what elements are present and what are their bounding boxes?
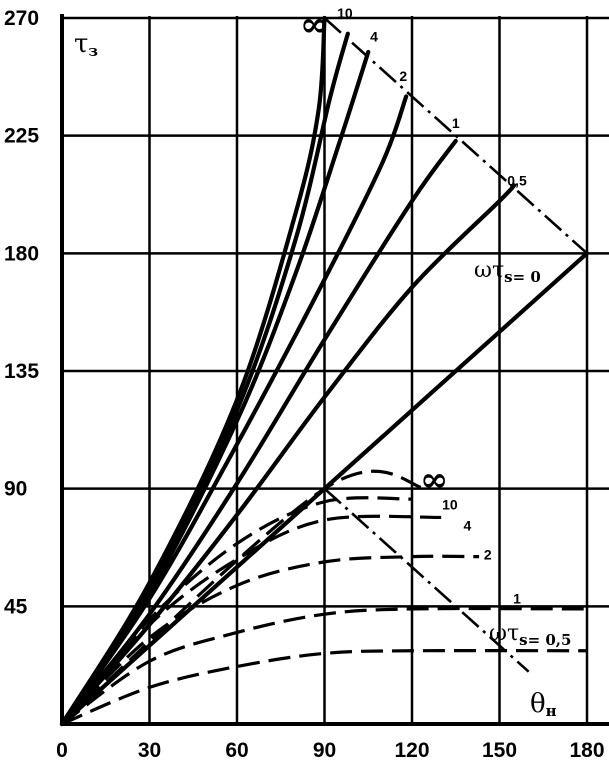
- series-line: [59, 138, 458, 727]
- series-label: 1: [513, 591, 521, 607]
- series-label: 4: [464, 518, 472, 534]
- y-tick-label: 45: [4, 595, 28, 618]
- series-label: 10: [337, 5, 353, 21]
- series-label: 0,5: [507, 172, 527, 188]
- y-tick-label: 180: [4, 242, 39, 265]
- series-label: 4: [370, 29, 378, 45]
- series-label: 1: [452, 115, 460, 131]
- series-line: [59, 49, 371, 727]
- series-label: 10: [442, 497, 458, 513]
- series-line: [60, 496, 413, 726]
- series-line: [59, 15, 327, 727]
- tick-labels: 0 30 60 90 120 150 180 45 90 135 180 225 270: [4, 7, 605, 762]
- y-tick-label: 225: [4, 125, 39, 148]
- y-tick-label: 135: [4, 360, 39, 383]
- series-line: [61, 648, 588, 726]
- x-tick-label: 150: [482, 739, 517, 762]
- infinity-label-upper: ∞: [300, 5, 328, 45]
- series-label: 2: [484, 546, 492, 562]
- boundary-line-lower: [323, 487, 530, 673]
- x-axis-label: θн: [530, 689, 557, 720]
- x-tick-label: 0: [56, 739, 68, 762]
- x-tick-label: 30: [138, 739, 161, 762]
- grid: [60, 14, 609, 726]
- series-label: 2: [399, 68, 407, 84]
- x-tick-label: 180: [569, 739, 604, 762]
- y-tick-label: 270: [4, 7, 39, 30]
- x-tick-label: 60: [225, 739, 248, 762]
- series-line: [60, 554, 480, 726]
- series-line: [61, 606, 588, 726]
- x-tick-label: 90: [313, 739, 336, 762]
- series-line: [60, 514, 442, 726]
- infinity-label-lower: ∞: [420, 460, 448, 500]
- y-axis-label: τз: [74, 29, 98, 60]
- parameter-label-lower: ωτs= 0,5: [489, 621, 571, 649]
- x-tick-label: 120: [394, 739, 429, 762]
- series-line: [60, 469, 427, 726]
- y-tick-label: 90: [4, 478, 27, 501]
- parameter-label-upper: ωτs= 0: [474, 258, 541, 286]
- lower-curve-family: [60, 469, 588, 726]
- series-line: [59, 31, 350, 727]
